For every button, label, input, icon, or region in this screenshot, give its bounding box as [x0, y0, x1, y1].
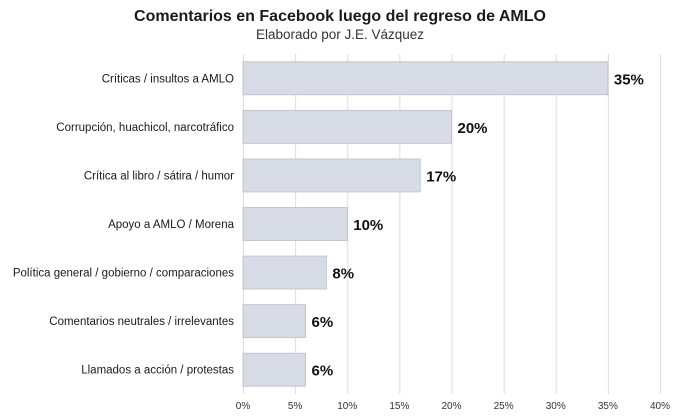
category-label: Llamados a acción / protestas — [81, 365, 234, 377]
x-tick-label: 40% — [650, 401, 670, 412]
value-label: 6% — [312, 314, 334, 331]
x-tick-label: 10% — [337, 401, 357, 412]
chart-title: Comentarios en Facebook luego del regres… — [134, 8, 546, 25]
bar — [242, 158, 421, 193]
value-label: 20% — [458, 120, 488, 137]
chart-subtitle: Elaborado por J.E. Vázquez — [255, 27, 425, 42]
value-label: 17% — [426, 168, 456, 185]
x-tick-label: 20% — [441, 401, 461, 412]
category-label: Corrupción, huachicol, narcotráfico — [56, 122, 234, 134]
x-tick-label: 5% — [288, 401, 303, 412]
x-tick-label: 30% — [546, 401, 566, 412]
category-label: Política general / gobierno / comparacio… — [13, 268, 234, 280]
value-label: 10% — [353, 217, 383, 234]
x-tick-label: 15% — [389, 401, 409, 412]
x-tick-label: 35% — [598, 401, 618, 412]
value-label: 6% — [312, 363, 334, 380]
category-label: Crítica al libro / sátira / humor — [84, 170, 234, 182]
x-tick-label: 25% — [494, 401, 514, 412]
value-label: 8% — [332, 266, 354, 283]
bar — [242, 61, 609, 96]
bar — [242, 255, 327, 290]
category-label: Comentarios neutrales / irrelevantes — [49, 316, 234, 328]
bar — [242, 207, 348, 241]
value-label: 35% — [614, 71, 644, 88]
category-label: Apoyo a AMLO / Morena — [108, 219, 235, 231]
category-label: Críticas / insultos a AMLO — [102, 73, 234, 85]
bar — [242, 304, 306, 339]
bar — [242, 352, 306, 387]
x-tick-label: 0% — [236, 401, 251, 412]
bar — [242, 109, 452, 144]
